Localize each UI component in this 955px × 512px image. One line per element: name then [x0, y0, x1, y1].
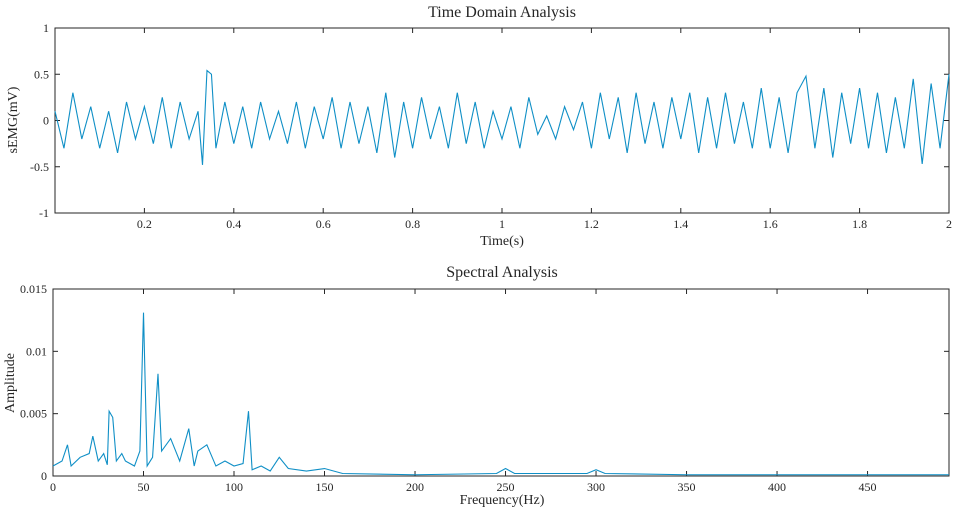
x-tick-label: 1.4	[673, 217, 688, 231]
spectral-chart: Spectral Analysis Frequency(Hz) Amplitud…	[3, 264, 950, 508]
series-line	[54, 69, 950, 165]
y-axis-label: sEMG(mV)	[6, 86, 21, 153]
x-tick-label: 0.2	[137, 217, 152, 231]
x-tick-label: 350	[678, 480, 696, 494]
y-tick-label: 0.005	[20, 407, 47, 421]
x-tick-label: 450	[859, 480, 877, 494]
x-tick-label: 300	[587, 480, 605, 494]
x-tick-label: 1.6	[763, 217, 778, 231]
chart-title: Time Domain Analysis	[428, 4, 576, 21]
x-tick-label: 0.8	[405, 217, 420, 231]
x-tick-label: 200	[406, 480, 424, 494]
y-tick-label: -1	[39, 206, 49, 220]
y-tick-label: 0	[41, 469, 47, 483]
x-tick-label: 1.8	[852, 217, 867, 231]
x-tick-label: 0.4	[226, 217, 241, 231]
y-tick-label: 1	[43, 21, 49, 35]
y-axis-label: Amplitude	[3, 353, 18, 413]
y-tick-label: 0.01	[26, 344, 47, 358]
x-axis-label: Frequency(Hz)	[460, 493, 545, 508]
axis-ticks: 0 50 100 150 200 250 300 350 400 450 0 0.005 0.01 0.0…	[20, 282, 949, 494]
axis-ticks: 0.2 0.4 0.6 0.8 1 1.2 1.4 1.6 1.8 2 -1 -0.5 0 0.5 1	[30, 21, 952, 231]
time-domain-chart: Time Domain Analysis Time(s) sEMG(mV) 0.…	[6, 4, 952, 249]
x-tick-label: 100	[225, 480, 243, 494]
x-tick-label: 250	[497, 480, 515, 494]
x-tick-label: 2	[946, 217, 952, 231]
y-tick-label: -0.5	[30, 160, 49, 174]
x-axis-label: Time(s)	[480, 234, 524, 249]
series-line	[52, 312, 949, 476]
y-tick-label: 0	[43, 114, 49, 128]
x-tick-label: 1.2	[584, 217, 599, 231]
chart-title: Spectral Analysis	[446, 264, 558, 281]
plot-frame	[54, 27, 950, 214]
y-tick-label: 0.015	[20, 282, 47, 296]
x-tick-label: 0.6	[316, 217, 331, 231]
x-tick-label: 400	[768, 480, 786, 494]
x-tick-label: 1	[499, 217, 505, 231]
x-tick-label: 0	[50, 480, 56, 494]
plot-frame	[52, 288, 950, 477]
y-tick-label: 0.5	[34, 67, 49, 81]
x-tick-label: 50	[138, 480, 150, 494]
x-tick-label: 150	[316, 480, 334, 494]
